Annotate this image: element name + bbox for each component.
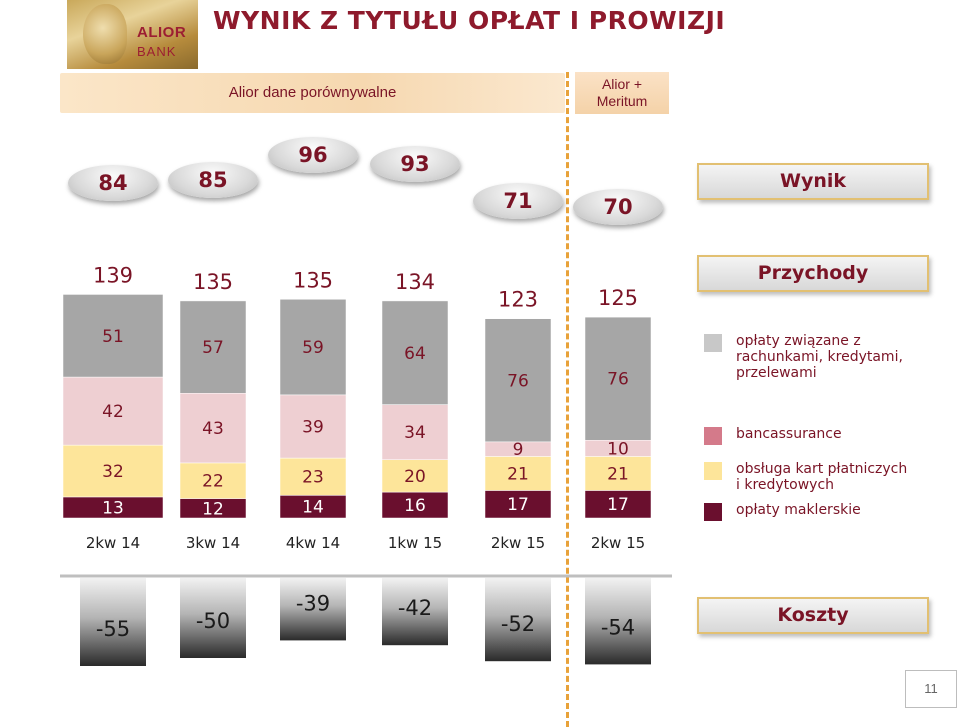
koszty-bar xyxy=(180,578,246,658)
koszty-value-label: -55 xyxy=(96,617,130,641)
bar-segment xyxy=(62,376,164,446)
segment-value-label: 12 xyxy=(202,499,224,519)
alior-meritum-line1: Alior + xyxy=(601,76,643,92)
bar-segment xyxy=(62,444,164,498)
bar-segment xyxy=(381,300,449,405)
segment-value-label: 21 xyxy=(607,464,629,484)
segment-value-label: 32 xyxy=(102,462,124,482)
bar-segment xyxy=(279,394,347,459)
wynik-value-pill: 70 xyxy=(573,189,663,225)
bar-segment xyxy=(381,491,449,519)
segment-value-label: 43 xyxy=(202,419,224,439)
category-tick-label: 2kw 15 xyxy=(591,534,645,552)
bar-segment xyxy=(381,459,449,493)
alior-meritum-line2: Meritum xyxy=(596,93,648,109)
bar-segment xyxy=(179,462,247,499)
row-label-przychody: Przychody xyxy=(697,255,929,292)
koszty-bar xyxy=(585,578,651,665)
segment-value-label: 17 xyxy=(507,495,529,515)
legend-label: opłaty maklerskie xyxy=(736,502,861,518)
bar-segment xyxy=(179,300,247,394)
bar-segment xyxy=(484,318,552,443)
wynik-value-pill: 93 xyxy=(370,146,460,182)
bar-segment xyxy=(584,316,652,441)
wynik-value-pill: 85 xyxy=(168,162,258,198)
category-tick-label: 3kw 14 xyxy=(186,534,240,552)
koszty-bar xyxy=(485,578,551,662)
period-separator xyxy=(566,72,569,727)
koszty-bar xyxy=(382,578,448,646)
segment-value-label: 20 xyxy=(404,467,426,487)
segment-value-label: 42 xyxy=(102,402,124,422)
segment-value-label: 59 xyxy=(302,338,324,358)
segment-value-label: 10 xyxy=(607,439,629,459)
segment-value-label: 13 xyxy=(102,498,124,518)
segment-value-label: 39 xyxy=(302,417,324,437)
bar-total-label: 123 xyxy=(498,288,538,312)
bar-total-label: 135 xyxy=(293,268,333,292)
bar-segment xyxy=(584,490,652,519)
logo-face-icon xyxy=(83,4,127,64)
bar-segment xyxy=(484,490,552,519)
comparable-data-label: Alior dane porównywalne xyxy=(228,84,397,101)
segment-value-label: 17 xyxy=(607,495,629,515)
legend-label: obsługa kart płatniczych i kredytowych xyxy=(736,461,908,493)
category-tick-label: 4kw 14 xyxy=(286,534,340,552)
category-tick-label: 2kw 15 xyxy=(491,534,545,552)
segment-value-label: 9 xyxy=(513,440,524,460)
wynik-value-pill: 71 xyxy=(473,183,563,219)
segment-value-label: 76 xyxy=(507,371,529,391)
koszty-bar xyxy=(80,578,146,666)
segment-value-label: 14 xyxy=(302,498,324,518)
segment-value-label: 76 xyxy=(607,370,629,390)
segment-value-label: 16 xyxy=(404,496,426,516)
page-number: 11 xyxy=(905,670,957,708)
comparable-data-band: Alior dane porównywalne xyxy=(60,73,565,113)
bar-segment xyxy=(279,299,347,396)
koszty-bar xyxy=(280,578,346,641)
bar-total-label: 125 xyxy=(598,286,638,310)
segment-value-label: 23 xyxy=(302,468,324,488)
legend-label: opłaty związane z rachunkami, kredytami, p… xyxy=(736,333,903,381)
row-label-koszty: Koszty xyxy=(697,597,929,634)
legend-swatch xyxy=(704,462,722,480)
segment-value-label: 34 xyxy=(404,423,426,443)
segment-value-label: 51 xyxy=(102,327,124,347)
bar-segment xyxy=(484,456,552,491)
segment-value-label: 21 xyxy=(507,464,529,484)
row-label-wynik: Wynik xyxy=(697,163,929,200)
bar-total-label: 135 xyxy=(193,270,233,294)
alior-bank-logo: ALIOR BANK xyxy=(67,0,198,69)
legend-swatch xyxy=(704,334,722,352)
bar-segment xyxy=(62,294,164,378)
segment-value-label: 22 xyxy=(202,472,224,492)
koszty-value-label: -39 xyxy=(296,591,330,615)
koszty-value-label: -50 xyxy=(196,609,230,633)
koszty-value-label: -52 xyxy=(501,612,535,636)
bar-segment xyxy=(584,456,652,491)
category-tick-label: 2kw 14 xyxy=(86,534,140,552)
category-tick-label: 1kw 15 xyxy=(388,534,442,552)
wynik-value-pill: 96 xyxy=(268,137,358,173)
page-title: WYNIK Z TYTUŁU OPŁAT I PROWIZJI xyxy=(213,6,726,35)
logo-text-alior: ALIOR xyxy=(137,24,187,41)
legend-label: bancassurance xyxy=(736,426,842,442)
bar-total-label: 134 xyxy=(395,270,435,294)
logo-text-bank: BANK xyxy=(137,44,177,59)
koszty-value-label: -42 xyxy=(398,596,432,620)
segment-value-label: 64 xyxy=(404,344,426,364)
wynik-value-pill: 84 xyxy=(68,165,158,201)
legend-swatch xyxy=(704,427,722,445)
koszty-value-label: -54 xyxy=(601,615,635,639)
legend-swatch xyxy=(704,503,722,521)
alior-meritum-box: Alior + Meritum xyxy=(575,72,669,114)
segment-value-label: 57 xyxy=(202,338,224,358)
bar-total-label: 139 xyxy=(93,263,133,287)
